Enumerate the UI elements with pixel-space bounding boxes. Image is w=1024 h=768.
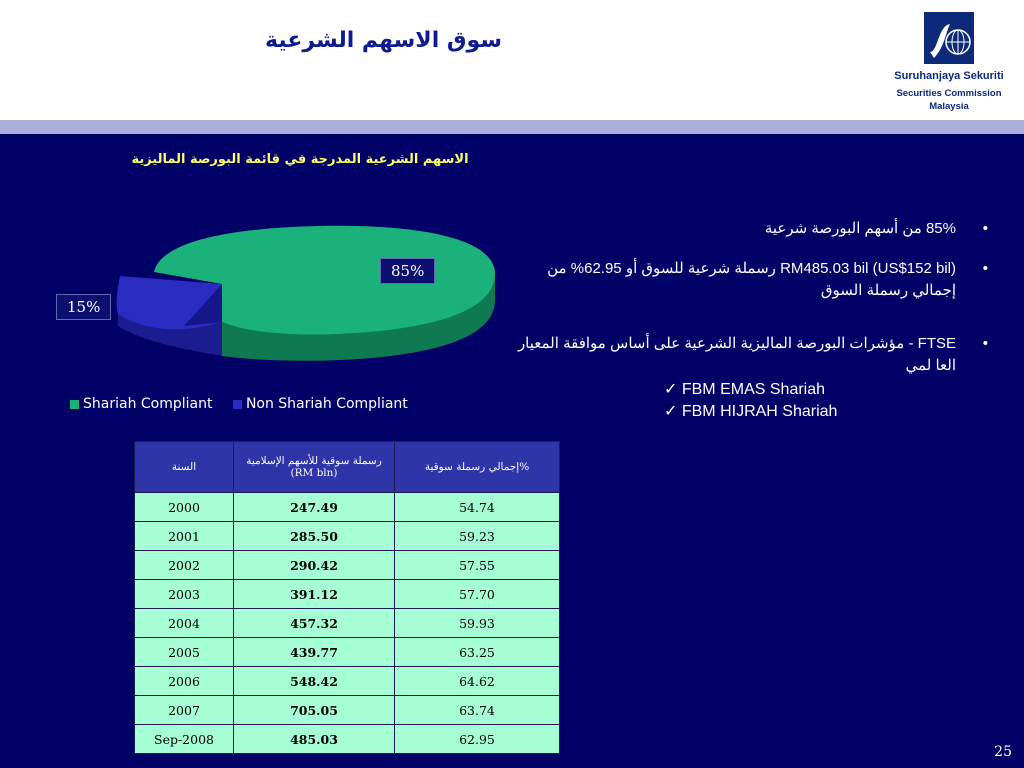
pie-label-85: 85%: [380, 258, 436, 284]
table-row: Sep-2008 485.03 62.95: [134, 724, 560, 754]
cell-year: Sep-2008: [134, 724, 234, 754]
cell-total-pct: 62.95: [394, 724, 560, 754]
header-year: السنة: [134, 441, 234, 493]
pie-slice-shariah: [154, 225, 495, 361]
sub-bullet-text: FBM HIJRAH Shariah: [681, 403, 838, 421]
cell-year: 2004: [134, 608, 234, 638]
table-row: 2000 247.49 54.74: [134, 492, 560, 522]
cell-islamic-cap: 247.49: [233, 492, 395, 522]
cell-year: 2007: [134, 695, 234, 725]
logo-line2: Securities Commission: [896, 88, 1002, 99]
header-islamic-cap: رسملة سوقية للأسهم الإسلامية (RM bln): [233, 441, 395, 493]
market-cap-table: السنة رسملة سوقية للأسهم الإسلامية (RM b…: [134, 441, 560, 754]
bullet-dot-icon: •: [982, 220, 988, 237]
table-row: 2005 439.77 63.25: [134, 637, 560, 667]
cell-total-pct: 59.23: [394, 521, 560, 551]
pie-label-15: 15%: [56, 294, 112, 320]
cell-year: 2001: [134, 521, 234, 551]
legend-label-non-shariah: Non Shariah Compliant: [245, 396, 408, 412]
cell-total-pct: 63.25: [394, 637, 560, 667]
chart-title: الاسهم الشرعية المدرجة في قائمة البورصة …: [131, 152, 469, 167]
cell-year: 2003: [134, 579, 234, 609]
header-divider-band: [0, 120, 1024, 134]
cell-islamic-cap: 485.03: [233, 724, 395, 754]
pie-chart: [116, 225, 495, 361]
checkmark-icon: ✓: [664, 380, 682, 398]
slide-body: الاسهم الشرعية المدرجة في قائمة البورصة …: [0, 134, 1024, 768]
sub-bullet-item: ✓ FBM HIJRAH Shariah: [664, 401, 994, 423]
table-header-row: السنة رسملة سوقية للأسهم الإسلامية (RM b…: [134, 441, 560, 493]
cell-islamic-cap: 705.05: [233, 695, 395, 725]
cell-year: 2006: [134, 666, 234, 696]
bullet-text: RM485.03 bil (US$152 bil) رسملة شرعية لل…: [547, 259, 956, 299]
chart-legend: Shariah Compliant Non Shariah Compliant: [70, 396, 424, 412]
table-row: 2003 391.12 57.70: [134, 579, 560, 609]
cell-total-pct: 57.55: [394, 550, 560, 580]
table-row: 2001 285.50 59.23: [134, 521, 560, 551]
cell-total-pct: 63.74: [394, 695, 560, 725]
legend-label-shariah: Shariah Compliant: [83, 396, 213, 412]
sc-logo: Suruhanjaya Sekuriti Securities Commissi…: [893, 10, 1005, 118]
bullet-text: FTSE - مؤشرات البورصة الماليزية الشرعية …: [517, 335, 956, 374]
cell-islamic-cap: 391.12: [233, 579, 395, 609]
sub-bullet-list: ✓ FBM EMAS Shariah ✓ FBM HIJRAH Shariah: [514, 379, 994, 424]
bullet-item: • FTSE - مؤشرات البورصة الماليزية الشرعية…: [514, 333, 994, 377]
legend-item-shariah: Shariah Compliant: [70, 396, 212, 412]
cell-year: 2002: [134, 550, 234, 580]
cell-islamic-cap: 439.77: [233, 637, 395, 667]
cell-islamic-cap: 285.50: [233, 521, 395, 551]
sub-bullet-item: ✓ FBM EMAS Shariah: [664, 379, 994, 401]
bullet-text: 85% من أسهم البورصة شرعية: [764, 220, 956, 237]
legend-swatch-icon: [70, 399, 79, 409]
bullet-dot-icon: •: [982, 335, 988, 353]
pie-slice-non-shariah: [116, 276, 222, 356]
logo-emblem-icon: [924, 12, 974, 64]
bullet-dot-icon: •: [982, 259, 988, 277]
bullet-item: • RM485.03 bil (US$152 bil) رسملة شرعية ل…: [514, 258, 994, 302]
table-row: 2004 457.32 59.93: [134, 608, 560, 638]
legend-swatch-icon: [232, 399, 242, 409]
page-number: 25: [994, 744, 1012, 760]
table-row: 2007 705.05 63.74: [134, 695, 560, 725]
cell-total-pct: 54.74: [394, 492, 560, 522]
cell-year: 2005: [134, 637, 234, 667]
sub-bullet-text: FBM EMAS Shariah: [681, 380, 826, 398]
table-row: 2006 548.42 64.62: [134, 666, 560, 696]
bullet-list: • 85% من أسهم البورصة شرعية • RM485.03 bil…: [514, 218, 994, 424]
bullet-item: • 85% من أسهم البورصة شرعية: [514, 218, 994, 240]
cell-total-pct: 64.62: [394, 666, 560, 696]
logo-line3: Malaysia: [929, 101, 969, 112]
legend-item-non-shariah: Non Shariah Compliant: [232, 396, 408, 412]
cell-year: 2000: [134, 492, 234, 522]
cell-islamic-cap: 290.42: [233, 550, 395, 580]
cell-islamic-cap: 457.32: [233, 608, 395, 638]
cell-total-pct: 57.70: [394, 579, 560, 609]
logo-name: Suruhanjaya Sekuriti: [894, 70, 1004, 82]
header-bar: سوق الاسهم الشرعية Suruhanjaya Sekuriti …: [0, 0, 1024, 120]
header-total-cap-pct: إجمالي رسملة سوقية%: [394, 441, 560, 493]
cell-islamic-cap: 548.42: [233, 666, 395, 696]
checkmark-icon: ✓: [664, 403, 682, 421]
cell-total-pct: 59.93: [394, 608, 560, 638]
table-row: 2002 290.42 57.55: [134, 550, 560, 580]
slide-title: سوق الاسهم الشرعية: [265, 28, 502, 53]
